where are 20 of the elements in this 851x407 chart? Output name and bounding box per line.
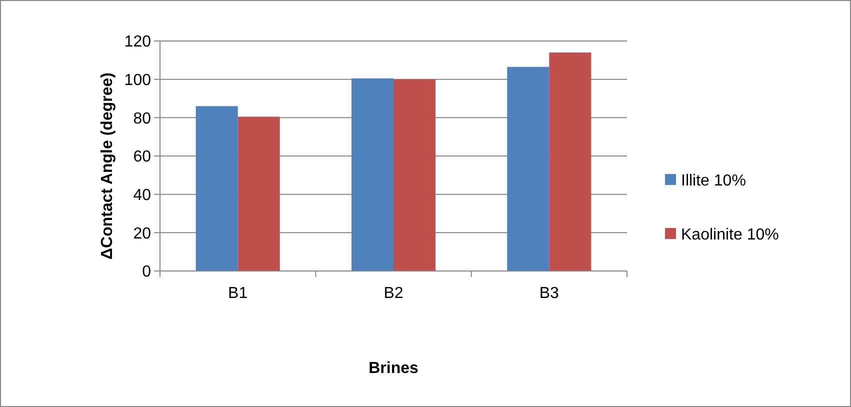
y-tick-label: 80: [133, 110, 152, 128]
y-tick-label: 100: [124, 72, 152, 89]
x-tick-label: B1: [228, 285, 248, 302]
y-tick-label: 120: [124, 34, 152, 51]
bar: [549, 52, 592, 271]
y-axis-title: ΔContact Angle (degree): [99, 72, 116, 260]
legend-label: Illite 10%: [681, 172, 746, 190]
legend-label: Kaolinite 10%: [681, 226, 779, 244]
y-tick-label: 20: [133, 225, 152, 242]
x-axis-title: Brines: [368, 360, 418, 377]
y-tick-label: 40: [133, 186, 152, 204]
y-tick-label: 0: [142, 264, 152, 281]
bar: [394, 79, 436, 271]
bar: [507, 66, 550, 271]
bar: [238, 116, 280, 271]
y-tick-label: 60: [133, 148, 152, 166]
x-tick-label: B2: [384, 285, 404, 302]
bar: [351, 78, 394, 271]
bar: [196, 106, 238, 271]
x-tick-label: B3: [539, 285, 560, 302]
